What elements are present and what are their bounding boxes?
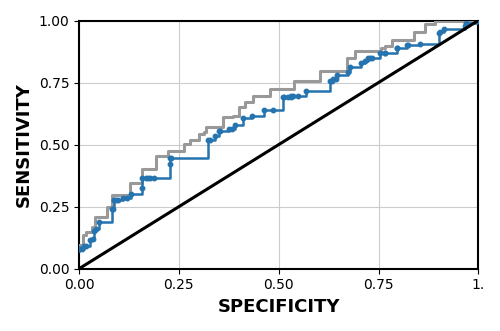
Y-axis label: SENSITIVITY: SENSITIVITY	[15, 82, 33, 207]
X-axis label: SPECIFICITY: SPECIFICITY	[218, 298, 340, 316]
